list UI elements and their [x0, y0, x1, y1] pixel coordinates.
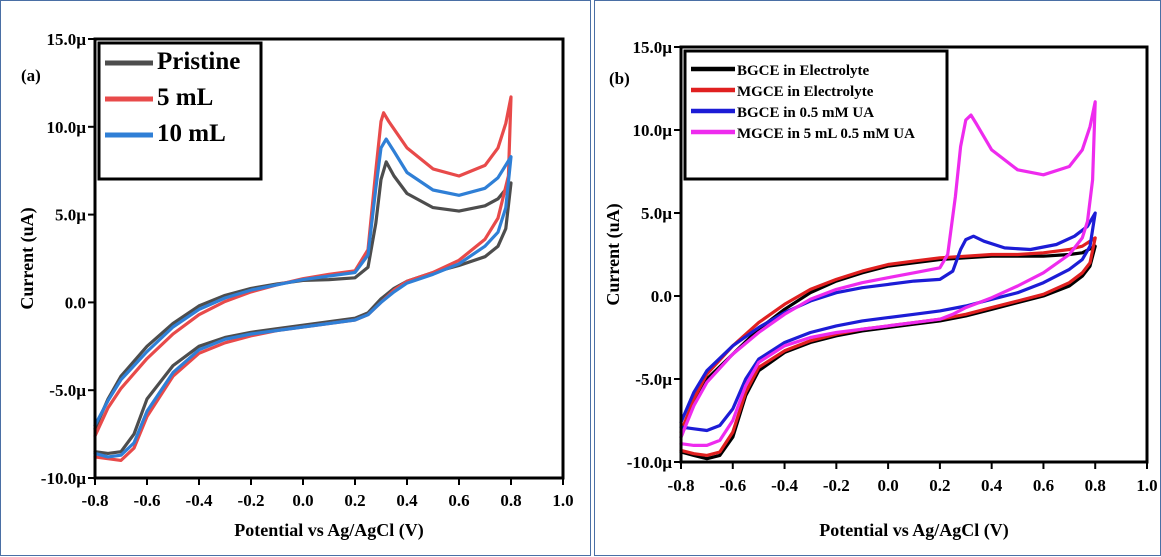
chart-a-legend-label-1: 5 mL	[157, 84, 213, 111]
chart-b-y-tick-label: 0.0	[651, 287, 672, 306]
chart-a-svg: -0.8 -0.6 -0.4 -0.2 0.0 0.2 0.4 0.6 0.8 1.0 -10.0µ…	[17, 30, 574, 541]
chart-b-y-axis-label: Current (uA)	[603, 203, 624, 305]
chart-a-plot-frame	[93, 37, 565, 480]
chart-b-series-line-2	[679, 211, 1097, 433]
chart-a-series-line-0	[93, 160, 513, 455]
chart-a-x-tick-label: -0.4	[186, 491, 213, 510]
chart-a-x-tick-label: -0.8	[82, 491, 109, 510]
chart-b-x-tick-label: -0.8	[668, 476, 695, 495]
chart-a-legend-label-0: Pristine	[157, 48, 240, 75]
chart-a-x-tick-label: 0.8	[500, 491, 521, 510]
chart-b-x-tick-label: 1.0	[1136, 476, 1157, 495]
chart-b-svg: -0.8 -0.6 -0.4 -0.2 0.0 0.2 0.4 0.6 0.8 1.0 -10.0µ…	[603, 38, 1158, 541]
chart-b-legend-label-1: MGCE in Electrolyte	[737, 84, 874, 100]
chart-a-x-tick-label: 1.0	[552, 491, 573, 510]
chart-b-legend-label-2: BGCE in 0.5 mM UA	[737, 105, 874, 121]
chart-a-x-tick-label: -0.6	[134, 491, 161, 510]
chart-a-y-tick-label: -5.0µ	[49, 381, 86, 400]
chart-a-x-axis-label: Potential vs Ag/AgCl (V)	[234, 520, 423, 541]
chart-b-legend-label-0: BGCE in Electrolyte	[737, 63, 870, 79]
chart-b-legend-label-3: MGCE in 5 mL 0.5 mM UA	[737, 126, 915, 142]
panel-a: -0.8 -0.6 -0.4 -0.2 0.0 0.2 0.4 0.6 0.8 1.0 -10.0µ…	[0, 0, 591, 556]
chart-a-legend-label-2: 10 mL	[157, 120, 226, 147]
chart-a-y-tick-label: 10.0µ	[46, 118, 86, 137]
chart-b-x-tick-label: 0.8	[1085, 476, 1106, 495]
chart-b-y-tick-label: 10.0µ	[632, 121, 672, 140]
chart-a-x-tick-label: 0.0	[292, 491, 313, 510]
chart-b-x-axis-label: Potential vs Ag/AgCl (V)	[819, 520, 1008, 541]
chart-a-y-tick-label: 0.0	[65, 293, 86, 312]
chart-a-y-axis-label: Current (uA)	[17, 207, 38, 309]
chart-b-legend-box	[683, 49, 949, 181]
chart-b-panel-label: (b)	[609, 69, 630, 88]
panel-b: -0.8 -0.6 -0.4 -0.2 0.0 0.2 0.4 0.6 0.8 1.0 -10.0µ…	[594, 0, 1161, 556]
chart-b-y-tick-label: 15.0µ	[632, 38, 672, 57]
chart-a-x-tick-label: -0.2	[238, 491, 265, 510]
chart-a-series-line-2	[93, 137, 513, 459]
chart-b-x-tick-label: 0.6	[1033, 476, 1054, 495]
chart-b-y-tick-label: -5.0µ	[635, 370, 672, 389]
chart-a-panel-label: (a)	[21, 66, 41, 85]
chart-a-x-tick-label: 0.4	[396, 491, 418, 510]
chart-a-legend-box	[97, 41, 263, 181]
chart-b-series-line-0	[679, 244, 1097, 461]
chart-a-x-tick-label: 0.2	[344, 491, 365, 510]
chart-b-x-tick-label: 0.2	[929, 476, 950, 495]
chart-b-x-tick-label: 0.4	[981, 476, 1003, 495]
chart-b-plot-frame	[679, 45, 1149, 464]
chart-b-series-line-1	[679, 236, 1097, 457]
chart-b-x-tick-label: -0.2	[823, 476, 850, 495]
chart-b-x-tick-label: -0.4	[771, 476, 798, 495]
chart-a-x-tick-label: 0.6	[448, 491, 469, 510]
chart-b-y-tick-label: 5.0µ	[641, 204, 672, 223]
chart-b-x-tick-label: 0.0	[877, 476, 898, 495]
chart-a-y-tick-label: -10.0µ	[41, 469, 86, 488]
chart-a-y-tick-label: 5.0µ	[55, 206, 86, 225]
chart-b-y-tick-label: -10.0µ	[627, 453, 672, 472]
chart-b-x-tick-label: -0.6	[719, 476, 746, 495]
chart-a-y-tick-label: 15.0µ	[46, 30, 86, 49]
chart-b-series-line-3	[679, 100, 1097, 447]
